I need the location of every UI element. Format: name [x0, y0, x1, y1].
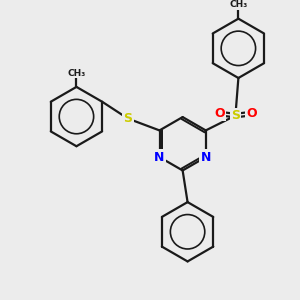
Text: CH₃: CH₃ [229, 0, 248, 9]
Text: S: S [231, 109, 240, 122]
Text: O: O [246, 107, 256, 120]
Text: O: O [214, 107, 225, 120]
Text: N: N [154, 151, 165, 164]
Text: S: S [123, 112, 132, 125]
Text: CH₃: CH₃ [67, 69, 86, 78]
Text: N: N [201, 151, 211, 164]
